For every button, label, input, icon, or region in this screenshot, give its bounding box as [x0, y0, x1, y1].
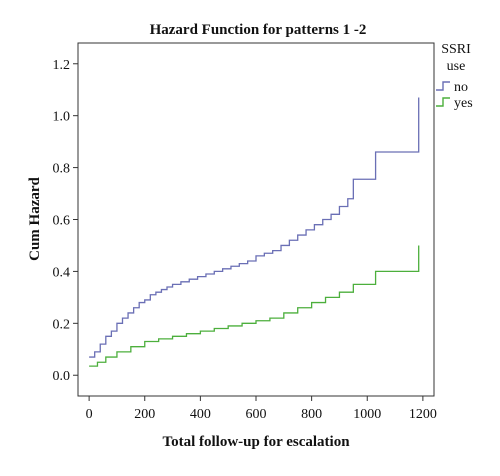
x-axis: 0 200 400 600 800 1000 1200: [86, 396, 437, 422]
y-tick-label: 1.0: [53, 110, 71, 125]
x-tick-label: 1200: [409, 407, 437, 422]
plot-frame: [77, 42, 435, 397]
y-tick-label: 0.6: [53, 214, 71, 229]
legend-swatch-yes: [436, 97, 450, 107]
legend-label-yes: yes: [454, 96, 473, 111]
y-tick-label: 1.2: [53, 58, 71, 73]
legend-title-line-1: SSRI: [441, 42, 471, 57]
legend-label-no: no: [454, 80, 468, 95]
x-axis-title: Total follow-up for escalation: [162, 434, 350, 450]
y-axis-title: Cum Hazard: [27, 176, 43, 260]
y-axis: 0.0 0.2 0.4 0.6 0.8 1.0 1.2: [53, 58, 78, 384]
chart-title: Hazard Function for patterns 1 -2: [150, 22, 367, 38]
y-tick-label: 0.4: [53, 265, 71, 280]
x-tick-label: 1000: [353, 407, 381, 422]
x-tick-label: 600: [246, 407, 267, 422]
x-tick-label: 800: [301, 407, 322, 422]
series-line-no: [89, 97, 420, 358]
x-tick-label: 400: [190, 407, 211, 422]
y-tick-label: 0.2: [53, 317, 71, 332]
legend-title-line-2: use: [447, 59, 466, 74]
y-tick-label: 0.8: [53, 162, 71, 177]
series-layer: [89, 97, 420, 367]
x-tick-label: 0: [86, 407, 93, 422]
series-line-yes: [89, 245, 420, 367]
y-tick-label: 0.0: [53, 369, 71, 384]
x-tick-label: 200: [134, 407, 155, 422]
legend-swatch-no: [436, 81, 450, 91]
